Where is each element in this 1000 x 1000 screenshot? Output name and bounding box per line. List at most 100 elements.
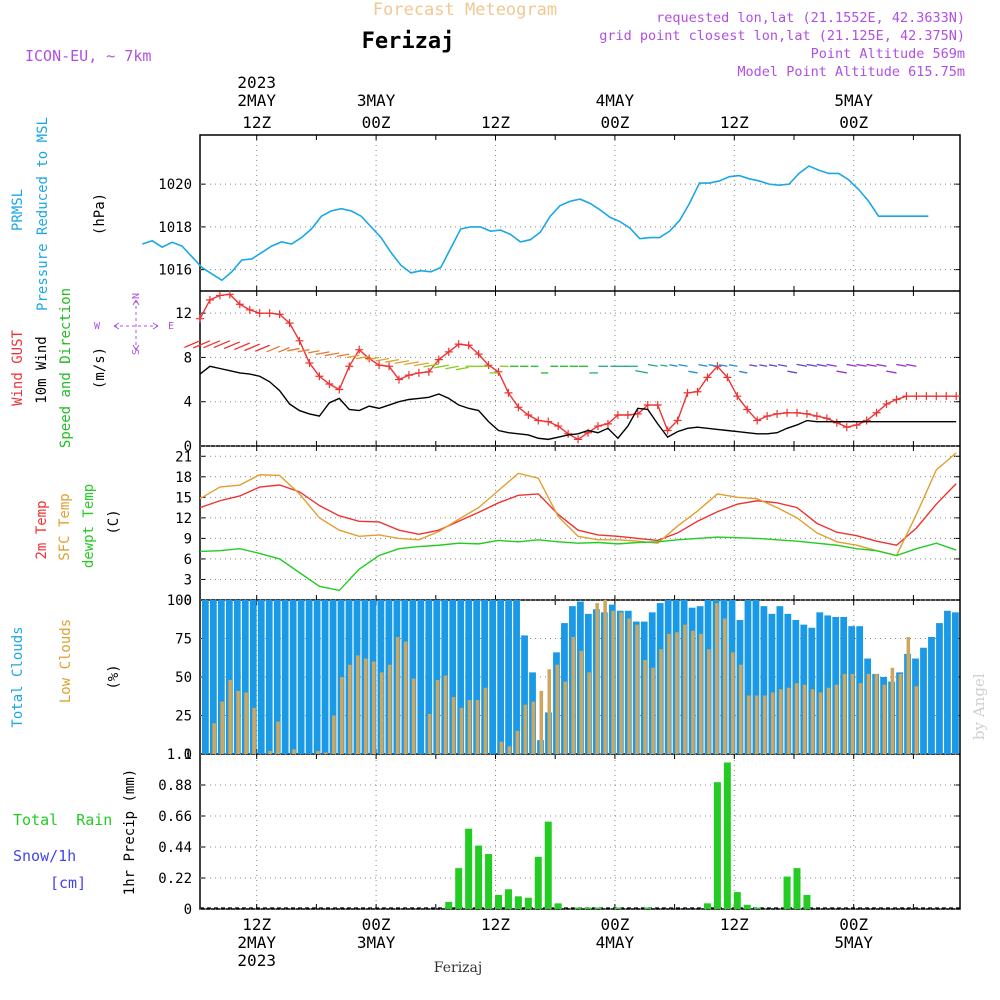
total-cloud-bar [824,615,832,754]
wind-gust-marker [504,388,513,397]
precip-bar [703,903,711,909]
low-cloud-bar [371,661,376,754]
wind-direction-arrow [445,365,459,370]
bottom-time-label: 12Z [720,915,749,934]
wind-gust-marker [862,416,871,425]
low-cloud-bar [786,687,791,754]
temp-sfc-line [199,452,957,557]
top-hour-label: 00Z [362,113,391,132]
precip-axis-label: 1hr Precip (mm) [122,769,138,895]
low-cloud-bar [252,707,256,754]
y-tick-label: 6 [184,552,192,568]
bottom-time-label: 2MAY [237,933,276,952]
y-tick-label: 0.44 [158,840,192,856]
low-cloud-bar [403,641,408,754]
panel-frames [199,134,961,910]
wind-gust-marker [952,392,961,401]
watermark: by Angel [970,673,988,740]
precip-bar [554,903,562,909]
wind-gust-marker [763,412,772,421]
low-cloud-bar [914,686,919,754]
total-cloud-bar [457,600,465,754]
wind-gust-marker [802,409,811,418]
wind-gust-marker [235,300,244,309]
low-cloud-bar [762,695,767,754]
y-tick-label: 0.22 [158,871,192,887]
total-cloud-bar [768,613,776,754]
total-cloud-bar [209,600,217,754]
wind-gust-marker [434,355,443,364]
wind-direction-arrow [660,364,668,367]
low-cloud-bar [810,689,815,754]
low-cloud-bar [228,680,232,754]
low-cloud-bar [826,687,831,754]
wind-direction-arrow [896,363,907,367]
wind-direction-arrow [739,370,748,374]
wind-direction-arrow [336,353,350,358]
y-tick-label: 0 [184,439,192,455]
wind-direction-arrow [876,363,887,367]
low-cloud-bar [387,664,392,754]
low-cloud-bar [675,632,679,754]
precip-bar [544,821,552,909]
low-cloud-bar [268,750,272,754]
wind-direction-arrow [413,362,429,367]
bottom-time-label: 00Z [839,915,868,934]
info-line-2: Point Altitude 569m [811,46,965,62]
snow-label: Snow/1h [13,847,76,865]
bottom-time-label: 5MAY [834,933,873,952]
y-tick-label: 21 [175,449,192,465]
wind-direction-arrow [213,340,231,349]
total-cloud-bar [305,600,313,754]
wind-direction-arrow [203,340,221,349]
y-tick-label: 50 [175,670,192,686]
wind-gust-marker [793,408,801,417]
wind-gust-marker [355,345,364,354]
top-day-label: 4MAY [596,91,635,110]
low-cloud-bar [467,700,472,754]
bottom-time-label: 4MAY [596,933,635,952]
wind-direction-arrow [184,340,201,348]
top-day-label: 2MAY [237,91,276,110]
wind-direction-arrow [846,363,857,367]
temperature-panel [199,452,957,592]
wind-gust-marker [315,372,324,381]
wind-gust-marker [385,362,394,371]
wind-direction-arrow [223,341,241,350]
precip-panel [200,762,960,909]
precip-bar [455,868,463,909]
low-cloud-bar [850,673,855,754]
wind-direction-arrow [866,363,877,367]
total-cloud-bar [313,600,321,754]
wind-gust-marker [494,367,503,376]
wind-gust-marker [275,310,284,319]
low-cloud-bar [355,655,360,754]
total-cloud-bar [241,600,249,754]
total-cloud-bar [217,600,225,754]
low-cloud-bar [874,673,879,754]
wind-gust-marker [514,403,523,412]
wind-direction-arrow [346,354,360,359]
wind-gust-marker [205,295,214,304]
low-cloud-bar [595,603,599,754]
total-cloud-bar [409,600,417,754]
precip-bar [495,894,502,909]
wind-gust-marker [812,412,821,421]
wind-gust-marker [395,375,403,384]
top-hour-label: 00Z [839,113,868,132]
cloud-unit: (%) [106,664,122,689]
low-cloud-bar [683,624,687,754]
low-cloud-bar [212,723,216,754]
total-cloud-bar [417,600,425,754]
y-axes: 1016101810200481203691215182102550751000… [158,135,960,918]
wind-gust-marker [404,371,413,380]
low-cloud-bar [483,687,488,754]
wind-unit: (m/s) [92,347,108,389]
super-title: Forecast Meteogram [373,0,557,20]
total-cloud-bar [321,600,329,754]
low-cloud-bar [515,730,520,754]
wind-gust-marker [723,373,732,382]
total-cloud-bar [249,600,257,754]
total-cloud-bar [449,600,457,754]
y-tick-label: 1020 [158,177,192,193]
